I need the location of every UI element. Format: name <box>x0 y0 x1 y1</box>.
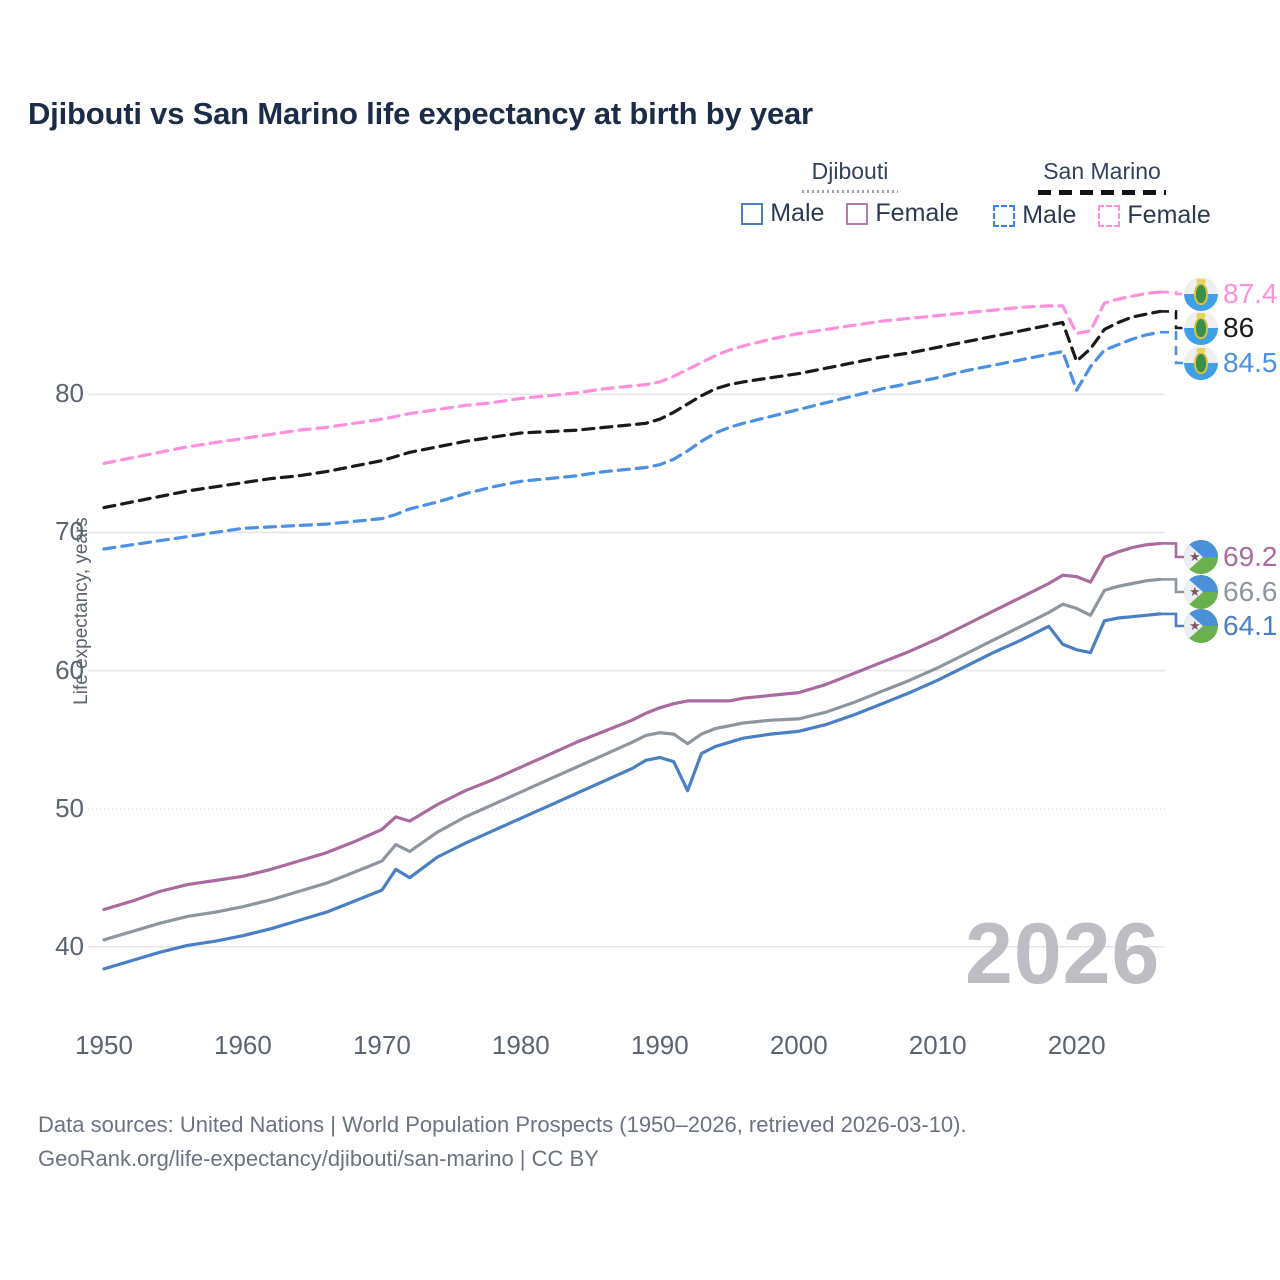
series-line-djibouti-total <box>102 577 1162 942</box>
legend-swatch-icon <box>846 202 869 225</box>
end-label-san-marino: 84.5 <box>1184 346 1278 380</box>
y-axis-tick: 40 <box>55 930 84 961</box>
end-label-san-marino: 86 <box>1184 311 1254 345</box>
x-axis-tick: 1950 <box>75 1030 133 1060</box>
djibouti-flag-icon: ★ <box>1184 575 1218 609</box>
end-label-djibouti: ★ 64.1 <box>1184 609 1278 643</box>
san-marino-flag-icon <box>1184 277 1218 311</box>
legend-swatch-icon <box>1098 204 1121 227</box>
end-label-djibouti: ★ 66.6 <box>1184 575 1278 609</box>
leader-line <box>1160 310 1184 330</box>
legend-group-djibouti: Djibouti Male Female <box>700 158 1000 228</box>
legend-item-label: Female <box>1127 201 1211 229</box>
series-line-san-marino-male <box>102 330 1162 551</box>
footer-credits: Data sources: United Nations | World Pop… <box>38 1108 967 1176</box>
end-label-djibouti: ★ 69.2 <box>1184 540 1278 574</box>
page-title: Djibouti vs San Marino life expectancy a… <box>28 96 813 131</box>
leader-line <box>1160 330 1184 365</box>
end-label-value: 86 <box>1223 312 1255 343</box>
end-label-value: 84.5 <box>1223 347 1278 378</box>
legend-item-label: Male <box>770 199 825 227</box>
legend-item-san-marino-female[interactable]: Female <box>1098 201 1211 230</box>
legend-group-san-marino: San Marino Male Female <box>952 158 1252 230</box>
legend-swatch-icon <box>993 204 1016 227</box>
legend-rule-san-marino <box>1038 190 1166 195</box>
footer-line-2: GeoRank.org/life-expectancy/djibouti/san… <box>38 1146 599 1172</box>
leader-line <box>1160 290 1184 296</box>
djibouti-flag-icon: ★ <box>1184 609 1218 643</box>
djibouti-flag-icon: ★ <box>1184 540 1218 574</box>
leader-line <box>1160 612 1184 628</box>
legend-rule-djibouti <box>802 190 898 193</box>
footer-line-1: Data sources: United Nations | World Pop… <box>38 1112 967 1137</box>
x-axis-tick: 2010 <box>908 1030 967 1060</box>
y-axis-tick: 60 <box>55 654 84 685</box>
san-marino-flag-icon <box>1184 346 1218 380</box>
y-axis-tick: 70 <box>55 516 84 547</box>
legend-item-djibouti-male[interactable]: Male <box>741 199 824 228</box>
series-line-djibouti-female <box>102 541 1162 912</box>
legend-item-san-marino-male[interactable]: Male <box>993 201 1076 230</box>
legend-item-djibouti-female[interactable]: Female <box>846 199 959 228</box>
x-axis-tick: 1970 <box>352 1030 411 1060</box>
y-axis-tick: 80 <box>55 378 84 409</box>
year-watermark: 2026 <box>965 906 1161 1002</box>
x-axis-tick: 1960 <box>214 1030 272 1060</box>
end-label-value: 66.6 <box>1223 576 1278 607</box>
end-label-san-marino: 87.4 <box>1184 277 1278 311</box>
series-line-san-marino-female <box>102 290 1162 465</box>
end-label-value: 87.4 <box>1223 278 1278 309</box>
leader-line <box>1160 578 1184 594</box>
san-marino-flag-icon <box>1184 311 1218 345</box>
y-axis-tick: 50 <box>55 792 84 823</box>
legend-group-title: Djibouti <box>811 158 889 184</box>
legend-group-title: San Marino <box>1043 158 1161 184</box>
legend-item-label: Male <box>1022 201 1077 229</box>
legend-item-label: Female <box>875 199 959 227</box>
x-axis-tick: 2000 <box>769 1030 828 1060</box>
end-label-value: 64.1 <box>1223 610 1278 641</box>
series-line-san-marino-total <box>102 309 1162 510</box>
x-axis-tick: 1980 <box>491 1030 550 1060</box>
end-label-value: 69.2 <box>1223 541 1278 572</box>
legend-swatch-icon <box>741 202 764 225</box>
leader-line <box>1160 542 1184 559</box>
x-axis-tick: 2020 <box>1047 1030 1106 1060</box>
x-axis-tick: 1990 <box>630 1030 689 1060</box>
